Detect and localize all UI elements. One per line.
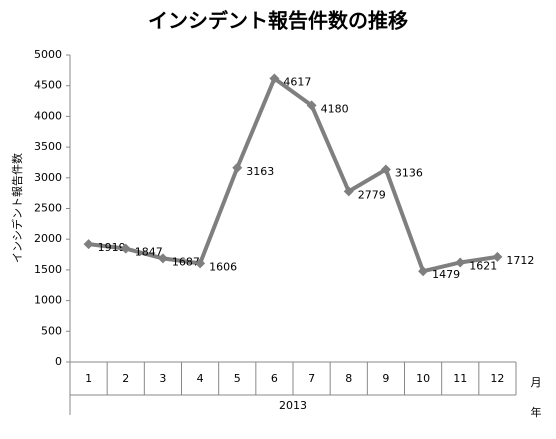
y-tick-label: 4000 — [34, 109, 62, 122]
x-tick-label: 10 — [416, 372, 430, 385]
y-tick-label: 3000 — [34, 171, 62, 184]
marker — [492, 251, 503, 262]
x-tick-label: 7 — [308, 372, 315, 385]
x-axis-label-month: 月 — [531, 376, 542, 389]
line — [88, 76, 498, 274]
marker — [455, 257, 466, 268]
y-axis-label: インシデント報告件数 — [10, 153, 24, 263]
x-tick-label: 1 — [85, 372, 92, 385]
marker — [157, 253, 168, 264]
value-label: 1919 — [98, 241, 126, 254]
marker — [380, 164, 391, 175]
value-label: 1621 — [469, 259, 497, 272]
y-tick-label: 500 — [41, 324, 62, 337]
value-label: 3163 — [246, 165, 274, 178]
x-tick-label: 5 — [234, 372, 241, 385]
value-label: 4617 — [283, 76, 311, 89]
y-tick-label: 5000 — [34, 48, 62, 61]
marker — [232, 162, 243, 173]
value-label: 4180 — [321, 102, 349, 115]
x-axis-label-year: 年 — [531, 405, 542, 419]
marker — [83, 239, 94, 250]
x-tick-label: 6 — [271, 372, 278, 385]
x-tick-label: 8 — [345, 372, 352, 385]
group-label: 2013 — [279, 399, 307, 412]
marker — [120, 243, 131, 254]
x-tick-label: 3 — [159, 372, 166, 385]
value-label: 1847 — [135, 246, 163, 259]
value-label: 1712 — [506, 254, 534, 267]
x-tick-label: 11 — [453, 372, 467, 385]
chart-title: インシデント報告件数の推移 — [148, 9, 408, 33]
y-tick-label: 4500 — [34, 79, 62, 92]
x-tick-label: 2 — [122, 372, 129, 385]
marker — [418, 266, 429, 277]
value-label: 2779 — [358, 188, 386, 201]
y-tick-label: 1500 — [34, 263, 62, 276]
y-tick-label: 1000 — [34, 294, 62, 307]
x-tick-label: 9 — [382, 372, 389, 385]
value-label: 1606 — [209, 260, 237, 273]
marker — [343, 186, 354, 197]
y-tick-label: 3500 — [34, 140, 62, 153]
y-tick-label: 2500 — [34, 202, 62, 215]
value-label: 3136 — [395, 166, 423, 179]
value-label: 1479 — [432, 268, 460, 281]
marker — [269, 73, 280, 84]
value-label: 1687 — [172, 255, 200, 268]
x-tick-label: 4 — [197, 372, 204, 385]
marker — [195, 258, 206, 269]
marker — [306, 100, 317, 111]
y-tick-label: 0 — [55, 355, 62, 368]
y-tick-label: 2000 — [34, 232, 62, 245]
x-tick-label: 12 — [490, 372, 504, 385]
